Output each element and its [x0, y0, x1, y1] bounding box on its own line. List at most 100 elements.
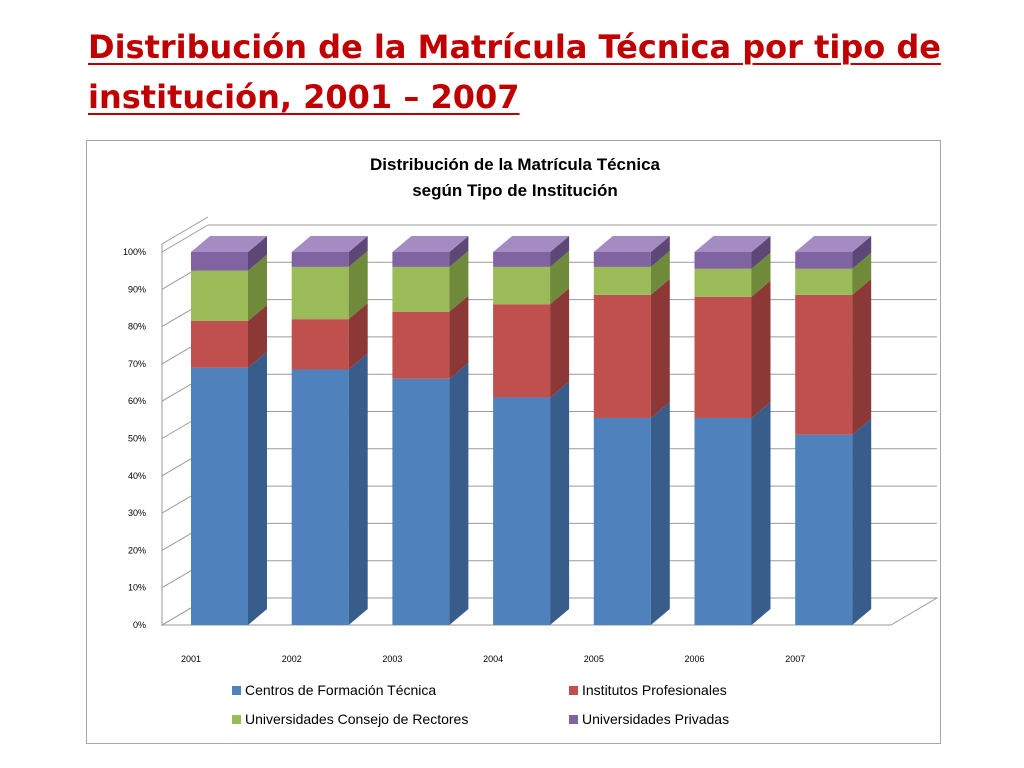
bar-front — [694, 252, 752, 269]
x-axis-ticks: 2001 2002 2003 2004 2005 2006 2007 — [181, 654, 805, 664]
bar-front — [291, 252, 349, 267]
bar-segment — [593, 236, 670, 267]
bar-front — [392, 266, 450, 312]
bar-front — [795, 294, 853, 435]
bar-front — [795, 268, 853, 295]
bar-front — [493, 304, 551, 398]
bar-segment — [191, 236, 267, 271]
y-tick-label: 40% — [128, 471, 146, 481]
legend-swatch — [232, 715, 241, 724]
chart-svg: Distribución de la Matrícula Técnica seg… — [123, 155, 939, 727]
bar-top — [191, 236, 267, 252]
x-tick-label: 2007 — [785, 654, 805, 664]
bar-segment — [392, 362, 469, 625]
y-tick-label: 50% — [128, 434, 146, 444]
bar-side — [550, 381, 570, 625]
bar-segment — [191, 254, 267, 322]
bar-segment — [291, 353, 368, 625]
bar-front — [392, 378, 450, 625]
bar-side — [449, 236, 469, 267]
bar-side — [751, 252, 771, 297]
bar-segment — [593, 278, 670, 418]
y-tick-label: 20% — [128, 545, 146, 555]
y-tick-label: 0% — [133, 620, 146, 630]
bar-side — [449, 295, 469, 379]
bar-side — [650, 236, 670, 267]
y-tick-label: 90% — [128, 284, 146, 294]
bar-front — [795, 252, 853, 269]
bar-segment — [493, 236, 570, 267]
bar-segment — [593, 250, 670, 295]
bar-side — [751, 236, 771, 269]
legend-swatch — [569, 686, 578, 695]
bar-front — [291, 369, 349, 625]
legend-label: Centros de Formación Técnica — [245, 682, 436, 698]
bar-front — [493, 397, 551, 625]
bar-segment — [795, 418, 872, 625]
y-tick-label: 60% — [128, 396, 146, 406]
bar-side — [852, 236, 872, 269]
legend-item: Universidades Consejo de Rectores — [232, 711, 468, 727]
bar-front — [593, 417, 651, 625]
bar-top — [291, 236, 368, 252]
bar-front — [493, 266, 551, 305]
bar-side — [248, 305, 267, 368]
bar-side — [550, 250, 570, 305]
bar-side — [751, 280, 771, 418]
bar-segment — [191, 305, 267, 368]
bar-segment — [795, 236, 872, 269]
bar-front — [694, 417, 752, 625]
bar-side — [348, 353, 368, 625]
x-tick-label: 2003 — [382, 654, 402, 664]
bar-side — [449, 250, 469, 312]
legend-label: Institutos Profesionales — [582, 682, 727, 698]
x-tick-label: 2006 — [685, 654, 705, 664]
bar-front — [191, 321, 248, 368]
x-tick-label: 2004 — [483, 654, 503, 664]
bar-segment — [291, 236, 368, 267]
bar-front — [593, 252, 651, 267]
bar-segment — [694, 236, 771, 269]
bar-segment — [291, 250, 368, 320]
bar-side — [852, 278, 872, 435]
bar-side — [751, 401, 771, 625]
bar-side — [650, 401, 670, 625]
x-tick-label: 2005 — [584, 654, 604, 664]
bar-segment — [493, 288, 570, 398]
bar-front — [191, 252, 248, 271]
bar-side — [650, 250, 670, 295]
bar-segment — [593, 401, 670, 625]
legend-item: Centros de Formación Técnica — [232, 682, 436, 698]
side-wall-edge — [161, 216, 209, 625]
bar-side — [650, 278, 670, 418]
bar-segment — [795, 278, 872, 435]
bar-segment — [291, 303, 368, 370]
bar-side — [550, 288, 570, 398]
bar-front — [392, 252, 450, 267]
bar-side — [550, 236, 570, 267]
bar-front — [795, 434, 853, 625]
bar-top — [593, 236, 670, 252]
bar-side — [348, 250, 368, 320]
y-tick-label: 30% — [128, 508, 146, 518]
bar-front — [291, 266, 349, 320]
legend-label: Universidades Consejo de Rectores — [245, 711, 468, 727]
bar-side — [852, 252, 872, 295]
bar-side — [348, 236, 368, 267]
bar-front — [493, 252, 551, 267]
bar-segment — [493, 381, 570, 625]
bar-side — [248, 254, 267, 322]
bar-segment — [191, 351, 267, 625]
y-tick-label: 70% — [128, 359, 146, 369]
bar-top — [795, 236, 872, 252]
bar-segment — [694, 401, 771, 625]
bar-top — [694, 236, 771, 252]
slide-title: Distribución de la Matrícula Técnica por… — [88, 28, 941, 116]
chart-title-line-1: Distribución de la Matrícula Técnica — [370, 155, 661, 174]
chart-frame: Distribución de la Matrícula Técnica seg… — [86, 140, 941, 744]
bar-top — [392, 236, 469, 252]
bar-front — [593, 266, 651, 295]
bar-front — [694, 268, 752, 297]
bar-segment — [392, 295, 469, 379]
bar-segment — [392, 250, 469, 312]
